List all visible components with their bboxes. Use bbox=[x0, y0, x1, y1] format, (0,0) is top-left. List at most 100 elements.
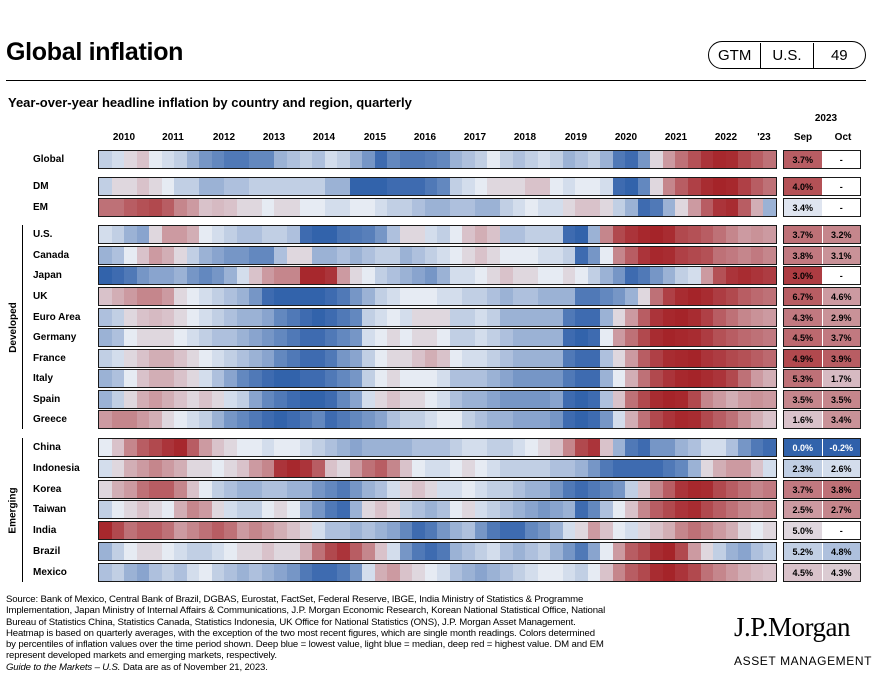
heatmap-cell bbox=[512, 151, 526, 168]
heatmap-cell bbox=[399, 370, 413, 387]
heatmap-cell bbox=[124, 267, 137, 284]
heatmap-cell bbox=[199, 267, 212, 284]
heatmap-cell bbox=[236, 267, 250, 284]
heatmap-cell bbox=[462, 151, 475, 168]
heatmap-cell bbox=[550, 460, 563, 477]
heatmap-cell bbox=[687, 370, 701, 387]
heatmap-cell bbox=[249, 309, 262, 326]
heatmap-cell bbox=[600, 460, 613, 477]
heatmap-cell bbox=[161, 411, 175, 428]
heatmap-cell bbox=[525, 411, 538, 428]
heatmap-cell bbox=[249, 329, 262, 346]
badge-region: U.S. bbox=[760, 42, 812, 68]
heatmap-cell bbox=[299, 481, 313, 498]
heatmap-cell bbox=[474, 267, 488, 284]
heatmap-cell bbox=[149, 460, 162, 477]
heatmap-cell bbox=[324, 564, 338, 581]
heatmap-cell bbox=[763, 501, 776, 518]
heatmap-cell bbox=[424, 439, 438, 456]
badge-gtm: GTM bbox=[718, 46, 752, 64]
heatmap-cell bbox=[462, 370, 475, 387]
heatmap-cell bbox=[625, 329, 638, 346]
heatmap-cell bbox=[525, 522, 538, 539]
heatmap-cell bbox=[500, 391, 513, 408]
heatmap-cell bbox=[274, 460, 287, 477]
heatmap-cell bbox=[725, 501, 739, 518]
heatmap-cell bbox=[224, 288, 237, 305]
heatmap-row bbox=[98, 438, 777, 457]
heatmap-cell bbox=[174, 439, 187, 456]
heatmap-cell bbox=[424, 411, 438, 428]
heatmap-cell bbox=[362, 226, 375, 243]
heatmap-cell bbox=[487, 247, 500, 264]
heatmap-cell bbox=[575, 460, 588, 477]
heatmap-cell bbox=[236, 481, 250, 498]
heatmap-cell bbox=[763, 481, 776, 498]
heatmap-cell bbox=[136, 481, 150, 498]
heatmap-cell bbox=[525, 460, 538, 477]
heatmap-row bbox=[98, 459, 777, 478]
heatmap-cell bbox=[700, 226, 714, 243]
heatmap-cell bbox=[437, 329, 450, 346]
heatmap-row bbox=[98, 480, 777, 499]
heatmap-cell bbox=[299, 151, 313, 168]
heatmap-cell bbox=[662, 439, 676, 456]
heatmap-cell bbox=[437, 199, 450, 216]
heatmap-cell bbox=[600, 411, 613, 428]
heatmap-cell bbox=[299, 178, 313, 195]
heatmap-cell bbox=[149, 543, 162, 560]
heatmap-cell bbox=[362, 481, 375, 498]
heatmap-cell bbox=[161, 439, 175, 456]
heatmap-cell bbox=[738, 481, 751, 498]
heatmap-cell bbox=[149, 199, 162, 216]
heatmap-cell bbox=[449, 329, 463, 346]
heatmap-cell bbox=[437, 501, 450, 518]
heatmap-cell bbox=[424, 329, 438, 346]
heatmap-cell bbox=[374, 522, 388, 539]
heatmap-cell bbox=[261, 391, 275, 408]
heatmap-cell bbox=[562, 226, 576, 243]
heatmap-cell bbox=[111, 309, 125, 326]
heatmap-cell bbox=[562, 350, 576, 367]
heatmap-cell bbox=[625, 288, 638, 305]
year-tick-label: 2016 bbox=[413, 132, 437, 143]
heatmap-cell bbox=[236, 411, 250, 428]
heatmap-cell bbox=[99, 151, 112, 168]
heatmap-cell bbox=[650, 247, 663, 264]
heatmap-row bbox=[98, 563, 777, 582]
heatmap-cell bbox=[412, 460, 425, 477]
heatmap-cell bbox=[286, 309, 300, 326]
heatmap-cell bbox=[412, 522, 425, 539]
heatmap-cell bbox=[424, 501, 438, 518]
heatmap-cell bbox=[612, 329, 626, 346]
heatmap-cell bbox=[449, 439, 463, 456]
heatmap-cell bbox=[111, 460, 125, 477]
heatmap-cell bbox=[324, 199, 338, 216]
heatmap-cell bbox=[349, 481, 363, 498]
heatmap-cell bbox=[650, 267, 663, 284]
heatmap-cell bbox=[337, 151, 350, 168]
heatmap-cell bbox=[174, 543, 187, 560]
heatmap-cell bbox=[149, 226, 162, 243]
heatmap-cell bbox=[500, 309, 513, 326]
heatmap-cell bbox=[424, 226, 438, 243]
heatmap-cell bbox=[725, 481, 739, 498]
group-bracket bbox=[22, 438, 23, 582]
heatmap-cell bbox=[512, 370, 526, 387]
heatmap-cell bbox=[687, 543, 701, 560]
heatmap-cell bbox=[312, 564, 325, 581]
heatmap-cell bbox=[675, 350, 688, 367]
heatmap-cell bbox=[387, 391, 400, 408]
heatmap-cell bbox=[449, 350, 463, 367]
heatmap-cell bbox=[387, 178, 400, 195]
heatmap-cell bbox=[337, 288, 350, 305]
heatmap-cell bbox=[337, 481, 350, 498]
heatmap-cell bbox=[399, 460, 413, 477]
heatmap-cell bbox=[399, 247, 413, 264]
heatmap-cell bbox=[500, 267, 513, 284]
heatmap-cell bbox=[261, 543, 275, 560]
heatmap-cell bbox=[562, 309, 576, 326]
heatmap-cell bbox=[500, 564, 513, 581]
heatmap-cell bbox=[750, 564, 764, 581]
heatmap-cell bbox=[312, 247, 325, 264]
